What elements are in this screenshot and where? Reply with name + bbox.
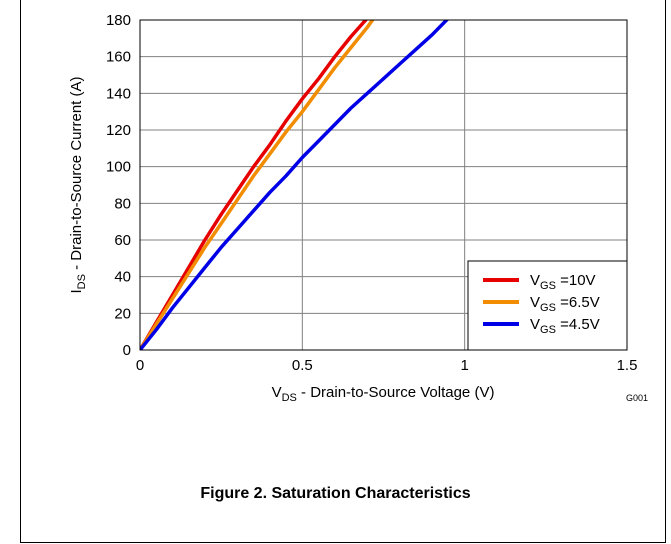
x-axis-label-rest: - Drain-to-Source Voltage (V) xyxy=(297,384,495,401)
x-axis-label: VDS - Drain-to-Source Voltage (V) xyxy=(272,384,495,404)
legend-label-rest: =10V xyxy=(556,272,596,289)
legend-label-sub: GS xyxy=(540,280,556,292)
x-axis-label-main: V xyxy=(272,384,282,401)
x-tick-label: 1 xyxy=(460,357,468,374)
figure-code: G001 xyxy=(626,393,648,403)
series-line-0 xyxy=(140,20,369,350)
y-tick-label: 40 xyxy=(114,269,131,286)
legend-label-sub: GS xyxy=(540,324,556,336)
y-tick-label: 140 xyxy=(106,85,131,102)
legend-label-sub: GS xyxy=(540,302,556,314)
y-tick-label: 20 xyxy=(114,305,131,322)
legend-label-main: V xyxy=(530,294,540,311)
y-tick-label: 0 xyxy=(123,342,131,359)
y-tick-label: 80 xyxy=(114,195,131,212)
figure-frame xyxy=(20,0,666,543)
y-axis-label-rest: - Drain-to-Source Current (A) xyxy=(68,76,85,274)
series-lines xyxy=(140,20,450,350)
y-tick-label: 120 xyxy=(106,122,131,139)
y-axis-label-main: I xyxy=(68,289,85,293)
legend-label-1: VGS =6.5V xyxy=(530,294,600,314)
plot-area-border xyxy=(139,19,628,351)
legend-label-rest: =4.5V xyxy=(556,316,600,333)
figure-caption: Figure 2. Saturation Characteristics xyxy=(200,485,471,502)
y-axis-label-sub: DS xyxy=(76,274,88,289)
legend-label-0: VGS =10V xyxy=(530,272,596,292)
y-tick-label: 180 xyxy=(106,12,131,29)
y-tick-label: 100 xyxy=(106,159,131,176)
y-tick-label: 160 xyxy=(106,49,131,66)
y-tick-labels: 0 20 40 60 80 100 120 140 160 180 xyxy=(106,12,131,359)
y-axis-label: IDS - Drain-to-Source Current (A) xyxy=(68,76,88,293)
x-axis-label-sub: DS xyxy=(282,392,297,404)
x-tick-label: 0.5 xyxy=(292,357,313,374)
y-tick-label: 60 xyxy=(114,232,131,249)
legend-box xyxy=(467,260,628,351)
legend-label-main: V xyxy=(530,316,540,333)
legend-label-main: V xyxy=(530,272,540,289)
series-line-2 xyxy=(140,20,450,350)
x-tick-label: 1.5 xyxy=(617,357,638,374)
x-tick-labels: 0 0.5 1 1.5 xyxy=(136,357,638,374)
legend-label-2: VGS =4.5V xyxy=(530,316,600,336)
x-tick-label: 0 xyxy=(136,357,144,374)
series-line-1 xyxy=(140,20,375,350)
legend-label-rest: =6.5V xyxy=(556,294,600,311)
